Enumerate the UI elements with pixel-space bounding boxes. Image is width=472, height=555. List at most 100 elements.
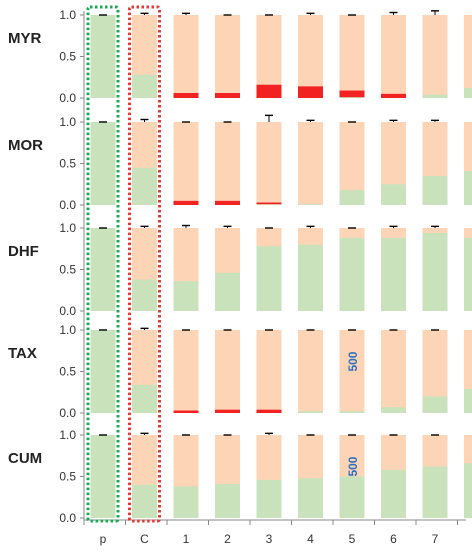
bar-segment-green <box>174 486 199 518</box>
panel-label: TAX <box>8 345 37 362</box>
bar-segment-green <box>464 389 472 413</box>
bar-segment-green <box>340 97 365 98</box>
panel-tax: TAX 0.0 0.5 1.0 500 <box>8 323 472 420</box>
x-tick-label: 4 <box>307 532 314 546</box>
y-tick-label: 0.0 <box>59 406 76 420</box>
bar-segment-green <box>132 75 157 98</box>
bar-segment-green <box>215 484 240 518</box>
annotation-label: 500 <box>346 456 360 476</box>
bar-segment-red <box>298 86 323 98</box>
bar-segment-green <box>298 478 323 518</box>
bar-segment-red <box>257 203 282 205</box>
y-tick-label: 0.0 <box>59 198 76 212</box>
x-tick-label: 7 <box>432 532 439 546</box>
bar-segment-red <box>340 91 365 98</box>
bar-segment-green <box>423 95 448 98</box>
x-tick-label: p <box>100 532 107 546</box>
bar-segment-green <box>464 171 472 205</box>
bar-segment-peach <box>340 15 365 98</box>
y-tick-label: 1.0 <box>59 221 76 235</box>
bar-segment-green <box>423 176 448 205</box>
bar-segment-green <box>423 396 448 413</box>
bar-segment-green <box>340 238 365 311</box>
bar-segment-green <box>381 238 406 311</box>
bar-segment-peach <box>174 330 199 413</box>
bar-segment-green <box>381 407 406 413</box>
x-tick-label: 2 <box>224 532 231 546</box>
bar-segment-green <box>257 204 282 205</box>
bar-segment-red <box>174 201 199 205</box>
bar-segment-red <box>174 411 199 413</box>
bar-segment-green <box>91 228 116 311</box>
x-tick-label: 1 <box>183 532 190 546</box>
bar-segment-red <box>215 93 240 98</box>
bar-segment-green <box>423 467 448 518</box>
y-tick-label: 0.0 <box>59 91 76 105</box>
bar-segment-green <box>464 238 472 311</box>
y-tick-label: 1.0 <box>59 428 76 442</box>
bar-segment-peach <box>174 122 199 205</box>
y-tick-label: 0.5 <box>59 365 76 379</box>
bar-segment-green <box>257 480 282 518</box>
bar-segment-peach <box>257 122 282 205</box>
bar-segment-peach <box>423 15 448 98</box>
bar-segment-peach <box>381 330 406 413</box>
bar-segment-green <box>340 411 365 413</box>
bar-segment-peach <box>381 15 406 98</box>
bar-segment-peach <box>257 330 282 413</box>
bar-segment-peach <box>298 15 323 98</box>
x-tick-label: 6 <box>390 532 397 546</box>
bar-segment-peach <box>215 330 240 413</box>
bar-segment-green <box>132 168 157 205</box>
bar-segment-green <box>381 184 406 205</box>
y-tick-label: 0.5 <box>59 263 76 277</box>
bar-segment-peach <box>215 122 240 205</box>
y-tick-label: 1.0 <box>59 115 76 129</box>
bar-segment-green <box>174 281 199 311</box>
bar-segment-green <box>91 15 116 98</box>
panel-label: MYR <box>8 30 42 47</box>
bar-segment-peach <box>215 15 240 98</box>
y-tick-label: 1.0 <box>59 323 76 337</box>
bar-segment-green <box>298 204 323 205</box>
bar-segment-green <box>381 470 406 518</box>
bar-segment-peach <box>298 122 323 205</box>
bar-segment-red <box>381 94 406 98</box>
panel-label: MOR <box>8 137 43 154</box>
bar-segment-green <box>340 190 365 205</box>
bar-segment-green <box>215 273 240 311</box>
bar-segment-green <box>132 485 157 518</box>
y-tick-label: 1.0 <box>59 8 76 22</box>
bar-segment-green <box>423 233 448 311</box>
bar-segment-green <box>132 385 157 413</box>
bar-segment-green <box>298 245 323 311</box>
bar-segment-red <box>174 93 199 98</box>
bar-segment-peach <box>174 15 199 98</box>
x-tick-label: 3 <box>266 532 273 546</box>
bar-segment-green <box>132 279 157 311</box>
annotation-label: 500 <box>346 351 360 371</box>
bar-segment-green <box>91 122 116 205</box>
x-tick-label: 5 <box>349 532 356 546</box>
bar-segment-green <box>91 435 116 518</box>
y-tick-label: 0.0 <box>59 511 76 525</box>
y-tick-label: 0.0 <box>59 304 76 318</box>
x-tick-label: C <box>140 532 149 546</box>
bar-segment-green <box>257 246 282 311</box>
y-tick-label: 0.5 <box>59 157 76 171</box>
bar-segment-green <box>464 463 472 518</box>
bar-segment-green <box>464 88 472 98</box>
bar-segment-green <box>91 330 116 413</box>
bar-segment-green <box>298 411 323 413</box>
bar-segment-red <box>257 85 282 98</box>
panel-label: DHF <box>8 243 39 260</box>
y-tick-label: 0.5 <box>59 50 76 64</box>
panel-label: CUM <box>8 450 42 467</box>
bar-segment-red <box>215 201 240 205</box>
bar-segment-red <box>215 410 240 413</box>
